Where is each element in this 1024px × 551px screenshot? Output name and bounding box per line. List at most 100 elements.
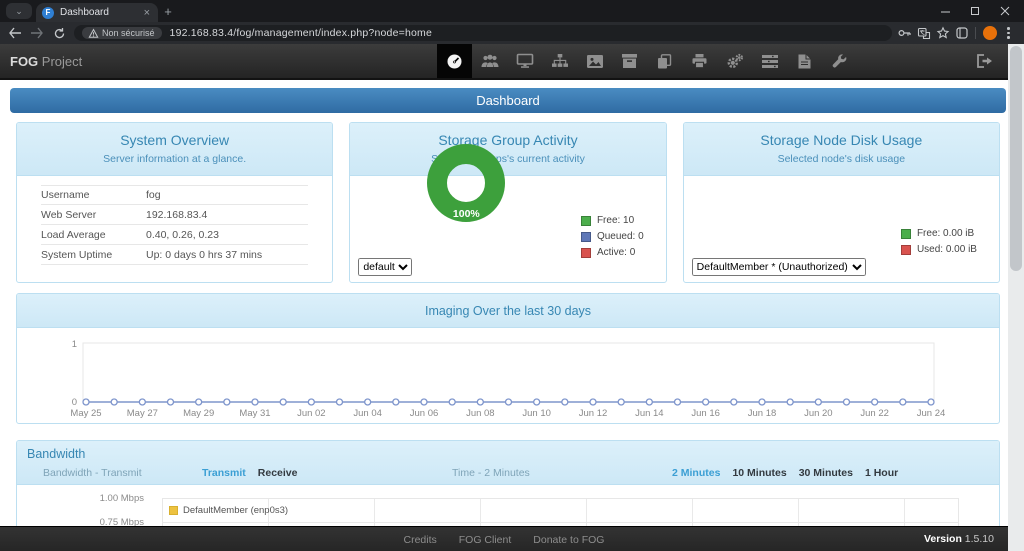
legend-label: Free: 10 [596,215,635,226]
table-row: Web Server 192.168.83.4 [41,205,309,225]
bandwidth-legend: DefaultMember (enp0s3) [169,505,288,516]
bandwidth-series-name: DefaultMember (enp0s3) [183,505,289,516]
legend-swatch [580,247,591,258]
legend-label: Queued: 0 [596,231,644,242]
disk-usage-legend: Free: 0.00 iB Used: 0.00 iB [900,228,977,260]
svg-text:1: 1 [72,339,77,350]
logout-button[interactable] [967,44,1002,78]
nav-fog-configuration[interactable] [822,44,857,78]
security-badge[interactable]: Non sécurisé [82,27,162,39]
browser-toolbar: Non sécurisé 192.168.83.4/fog/management… [0,22,1024,44]
bandwidth-time-label: Time - 2 Minutes [452,467,530,479]
forward-button[interactable] [26,24,48,42]
bandwidth-mode-label: Bandwidth - Transmit [43,467,142,479]
address-bar[interactable]: Non sécurisé 192.168.83.4/fog/management… [74,25,892,41]
window-close-button[interactable] [990,0,1020,22]
table-row: System Uptime Up: 0 days 0 hrs 37 mins [41,245,309,265]
svg-text:May 29: May 29 [183,408,214,419]
svg-text:May 27: May 27 [127,408,158,419]
fog-favicon-icon: F [42,6,54,19]
legend-item: Free: 0.00 iB [900,228,977,239]
panel-subtitle: Selected groups's current activity [431,153,585,165]
warning-icon [88,27,99,38]
new-tab-button[interactable]: + [158,2,178,20]
tab-title: Dashboard [60,7,109,18]
nav-tasks[interactable] [752,44,787,78]
window-maximize-button[interactable] [960,0,990,22]
legend-swatch [580,215,591,226]
bandwidth-option[interactable]: Transmit [202,467,246,479]
nav-printers[interactable] [682,44,717,78]
fog-brand[interactable]: FOG Project [10,54,82,69]
tab-search-button[interactable]: ⌄ [6,3,32,19]
footer-link[interactable]: FOG Client [458,533,512,546]
archive-box-icon [622,54,637,68]
legend-item: Free: 10 [580,215,644,226]
extensions-icon[interactable] [956,27,968,39]
svg-text:Jun 10: Jun 10 [522,408,551,419]
nav-groups[interactable] [542,44,577,78]
browser-menu-icon[interactable] [1004,27,1013,39]
tasks-icon [761,54,778,68]
bandwidth-mode-links: Transmit Receive [202,467,362,479]
bandwidth-title: Bandwidth [27,447,86,461]
storage-group-select[interactable]: default [358,258,413,276]
bandwidth-option[interactable]: Receive [257,467,298,479]
page-scrollbar[interactable] [1008,44,1024,551]
gears-icon [727,53,743,68]
bandwidth-y-label: 0.75 Mbps [99,517,144,528]
row-value: 192.168.83.4 [146,208,208,221]
profile-avatar[interactable] [983,26,997,40]
svg-text:May 25: May 25 [70,408,101,419]
bandwidth-option[interactable]: 1 Hour [864,467,899,479]
legend-label: Free: 0.00 iB [916,228,975,239]
footer-link[interactable]: Credits [403,533,437,546]
storage-activity-legend: Free: 10 Queued: 0 Active: 0 [580,215,644,263]
browser-tabstrip: ⌄ F Dashboard × + [0,0,1024,22]
brand-bold: FOG [10,54,39,69]
table-row: Load Average 0.40, 0.26, 0.23 [41,225,309,245]
storage-node-select[interactable]: DefaultMember * (Unauthorized) [691,258,866,276]
nav-dashboard[interactable] [437,44,472,78]
nav-snapins[interactable] [647,44,682,78]
copy-pages-icon [658,53,672,68]
tab-close-icon[interactable]: × [143,6,150,19]
page-footer: Credits FOG Client Donate to FOG Version 1… [0,526,1008,551]
nav-images[interactable] [577,44,612,78]
window-minimize-button[interactable] [930,0,960,22]
printer-icon [692,54,707,69]
password-key-icon[interactable] [898,28,911,38]
reload-button[interactable] [48,24,70,42]
nav-users[interactable] [472,44,507,78]
image-icon [586,54,603,68]
panel-title: Storage Node Disk Usage [760,132,923,148]
url-text: 192.168.83.4/fog/management/index.php?no… [169,27,433,39]
report-file-icon [798,54,811,68]
bandwidth-option[interactable]: 10 Minutes [732,467,787,479]
legend-swatch [900,244,911,255]
bookmark-star-icon[interactable] [936,26,950,39]
bandwidth-option[interactable]: 30 Minutes [798,467,853,479]
svg-text:Jun 12: Jun 12 [579,408,608,419]
users-icon [481,54,498,67]
nav-service-settings[interactable] [717,44,752,78]
legend-label: Active: 0 [596,247,636,258]
svg-text:Jun 06: Jun 06 [410,408,439,419]
legend-swatch [169,506,178,515]
row-label: Username [41,189,90,201]
footer-link[interactable]: Donate to FOG [533,533,605,546]
browser-tab[interactable]: F Dashboard × [36,3,158,22]
nav-reports[interactable] [787,44,822,78]
scrollbar-thumb[interactable] [1010,46,1022,271]
nav-storage[interactable] [612,44,647,78]
panel-subtitle: Selected node's disk usage [777,153,906,165]
legend-swatch [900,228,911,239]
nav-hosts[interactable] [507,44,542,78]
row-label: Load Average [41,228,106,241]
panel-title: Storage Group Activity [438,132,578,148]
svg-text:Jun 08: Jun 08 [466,408,495,419]
translate-icon[interactable] [917,27,931,39]
back-button[interactable] [4,24,26,42]
bandwidth-gridline [162,522,959,523]
bandwidth-option[interactable]: 2 Minutes [672,467,721,479]
